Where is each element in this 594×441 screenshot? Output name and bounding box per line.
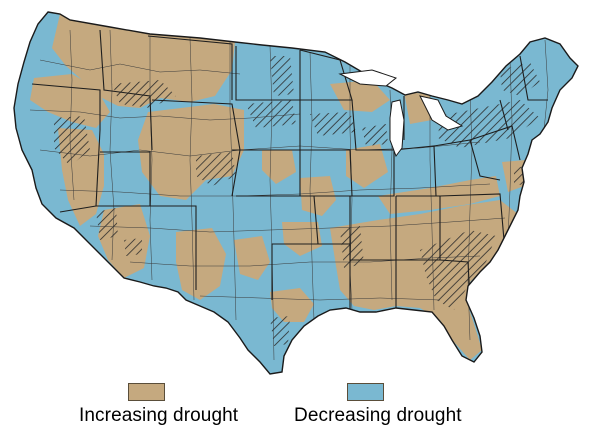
hatched-region: [420, 230, 496, 310]
hatched-region: [310, 112, 356, 136]
lake-huron-erie: [419, 95, 464, 131]
hatched-region: [270, 56, 294, 96]
hatched-region: [112, 80, 176, 108]
us-map-svg: [13, 11, 579, 375]
increasing-region: [234, 236, 270, 280]
hatched-region: [96, 208, 118, 240]
hatched-region: [246, 100, 296, 128]
hatched-region: [196, 152, 236, 186]
hatched-region: [340, 226, 364, 268]
hatched-significant-regions: [54, 56, 540, 346]
increasing-region: [282, 222, 322, 256]
hatched-region: [270, 316, 290, 346]
lake-michigan: [389, 99, 405, 158]
legend-swatch-decreasing: [347, 383, 384, 401]
hatched-region: [124, 238, 142, 256]
increasing-region: [176, 228, 226, 300]
increasing-region: [330, 200, 518, 360]
increasing-region: [346, 144, 388, 188]
legend-label-decreasing: Decreasing drought: [294, 405, 462, 426]
increasing-region: [270, 288, 314, 322]
hatched-region: [500, 62, 540, 96]
increasing-region: [30, 74, 110, 128]
legend-label-increasing: Increasing drought: [79, 405, 239, 426]
state-boundaries: [31, 29, 548, 310]
increasing-region: [330, 80, 390, 112]
hatched-region: [362, 124, 388, 146]
drought-trend-map: [13, 11, 579, 375]
hatched-region: [54, 116, 90, 166]
lake-superior: [338, 69, 398, 87]
legend-swatch-increasing: [128, 383, 165, 401]
increasing-region: [378, 176, 500, 214]
hatched-region: [438, 100, 540, 148]
